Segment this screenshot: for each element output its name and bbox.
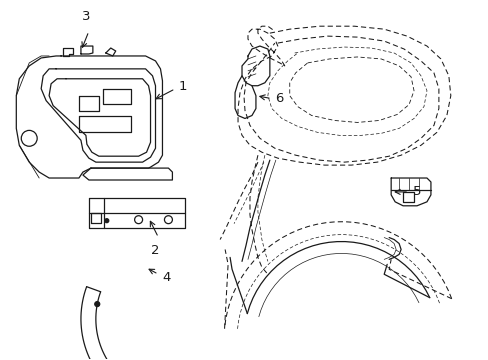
Circle shape xyxy=(95,302,100,307)
Text: 6: 6 xyxy=(274,92,283,105)
Text: 5: 5 xyxy=(412,185,421,198)
Text: 2: 2 xyxy=(151,243,160,257)
Text: 1: 1 xyxy=(178,80,186,93)
Circle shape xyxy=(104,219,108,223)
Text: 3: 3 xyxy=(81,10,90,23)
Text: 4: 4 xyxy=(162,271,170,284)
